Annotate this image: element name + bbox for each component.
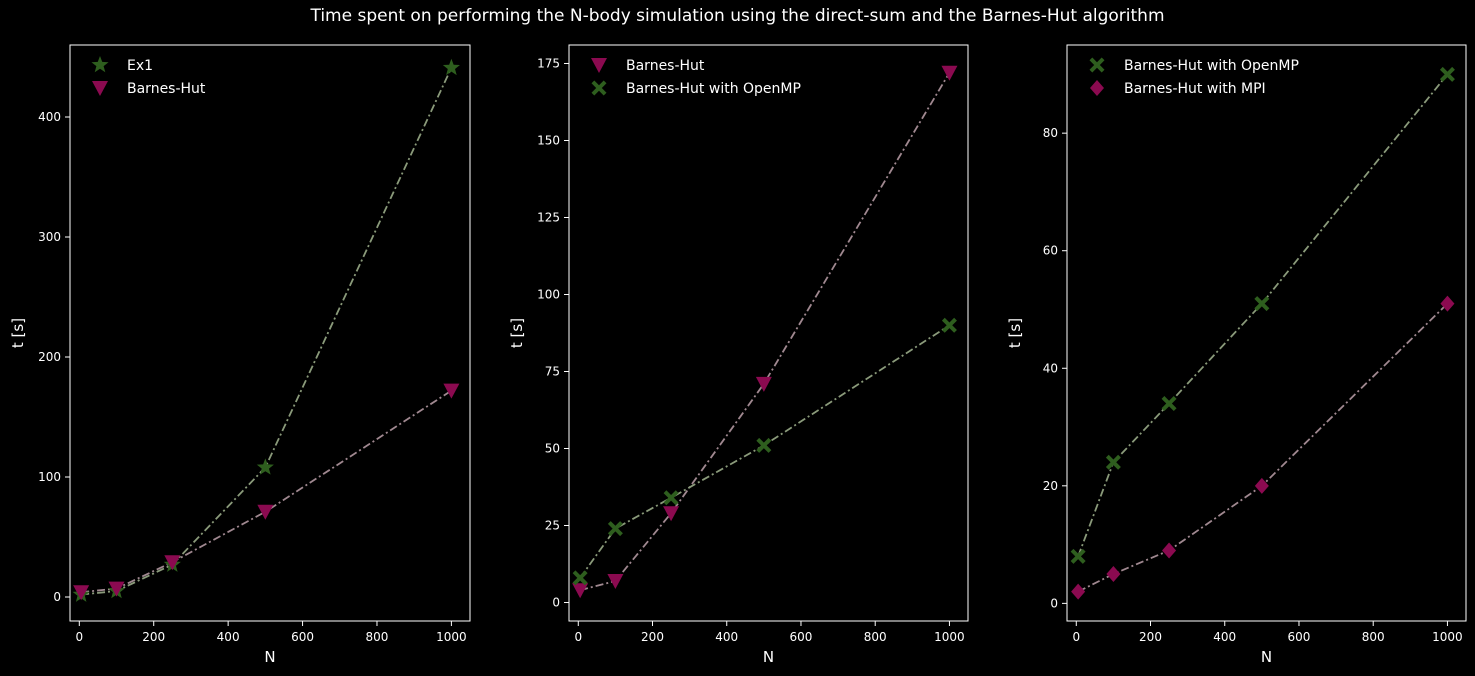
data-point-1-0-2 — [663, 506, 680, 522]
y-tick-label-1-3: 75 — [545, 365, 560, 379]
x-tick-label-1-0: 0 — [574, 630, 582, 644]
x-tick-label-1-1: 200 — [641, 630, 664, 644]
y-tick-label-1-0: 0 — [552, 596, 560, 610]
y-tick-label-0-4: 400 — [38, 110, 61, 124]
y-tick-label-2-2: 40 — [1043, 361, 1058, 375]
data-point-1-1-0 — [572, 570, 588, 586]
legend-entry-2-1: Barnes-Hut with MPI — [1124, 81, 1266, 97]
legend-entry-0-0: Ex1 — [127, 58, 153, 74]
data-point-1-0-1 — [607, 573, 624, 589]
axes-frame-1 — [568, 44, 969, 622]
data-point-2-1-1 — [1106, 565, 1121, 582]
data-point-2-0-0 — [1070, 548, 1086, 564]
x-tick-label-1-2: 400 — [715, 630, 738, 644]
y-axis-label-1: t [s] — [508, 318, 526, 348]
data-point-0-1-3 — [257, 504, 274, 520]
y-tick-label-1-4: 100 — [537, 287, 560, 301]
legend-marker-1-1 — [591, 80, 607, 96]
y-tick-label-0-2: 200 — [38, 350, 61, 364]
data-point-0-1-2 — [164, 555, 181, 571]
data-point-1-0-4 — [941, 65, 958, 81]
y-tick-label-0-0: 0 — [53, 590, 61, 604]
y-axis-label-0: t [s] — [9, 318, 27, 348]
data-point-0-0-4 — [442, 58, 460, 76]
data-point-2-1-3 — [1254, 477, 1269, 494]
x-tick-label-2-4: 800 — [1362, 630, 1385, 644]
x-tick-label-2-2: 400 — [1213, 630, 1236, 644]
data-point-0-1-0 — [73, 585, 90, 601]
legend-entry-2-0: Barnes-Hut with OpenMP — [1124, 58, 1299, 74]
y-tick-label-1-1: 25 — [545, 519, 560, 533]
data-point-2-0-4 — [1439, 66, 1455, 82]
axes-frame-2 — [1066, 44, 1467, 622]
y-tick-label-2-0: 0 — [1050, 596, 1058, 610]
data-point-2-0-3 — [1254, 296, 1270, 312]
x-axis-label-2: N — [1261, 648, 1272, 666]
y-tick-label-2-3: 60 — [1043, 244, 1058, 258]
subplot-openmp-vs-mpi: 0 200 400 600 800 1000 0 20 40 60 80 Nt [s] Barnes-H… — [1006, 44, 1467, 666]
legend-entry-0-1: Barnes-Hut — [127, 81, 206, 97]
data-point-1-1-4 — [941, 317, 957, 333]
legend-marker-0-0 — [91, 56, 109, 73]
series-line-1-1 — [579, 324, 950, 579]
x-tick-label-1-4: 800 — [864, 630, 887, 644]
x-tick-label-0-2: 400 — [217, 630, 240, 644]
x-tick-label-2-0: 0 — [1072, 630, 1080, 644]
data-point-2-0-1 — [1105, 454, 1121, 470]
data-point-1-1-3 — [756, 437, 772, 453]
x-tick-label-2-3: 600 — [1288, 630, 1311, 644]
subplot-barnes-hut-vs-openmp: 0 200 400 600 800 1000 0 25 50 75 100 125 150 175 Nt [… — [508, 44, 969, 666]
figure-title: Time spent on performing the N-body simu… — [310, 6, 1165, 26]
data-point-0-1-4 — [443, 383, 460, 399]
data-point-0-0-3 — [256, 458, 274, 475]
legend-marker-1-0 — [591, 58, 607, 73]
data-point-1-1-1 — [607, 521, 623, 537]
legend-marker-0-1 — [92, 81, 108, 96]
y-axis-label-2: t [s] — [1006, 318, 1024, 348]
data-point-1-0-0 — [572, 583, 589, 599]
legend-marker-2-0 — [1089, 57, 1105, 73]
legend-entry-1-0: Barnes-Hut — [626, 58, 705, 74]
x-tick-label-0-0: 0 — [75, 630, 83, 644]
series-line-0-1 — [81, 389, 452, 594]
y-tick-label-1-5: 125 — [537, 210, 560, 224]
x-axis-label-0: N — [264, 648, 275, 666]
axes-frame-0 — [69, 44, 471, 622]
x-tick-label-2-1: 200 — [1139, 630, 1162, 644]
data-point-2-0-2 — [1161, 396, 1177, 412]
legend-entry-1-1: Barnes-Hut with OpenMP — [626, 81, 801, 97]
data-point-0-1-1 — [108, 581, 125, 597]
y-tick-label-0-1: 100 — [38, 470, 61, 484]
x-tick-label-0-5: 1000 — [436, 630, 467, 644]
y-tick-label-0-3: 300 — [38, 230, 61, 244]
x-tick-label-0-1: 200 — [142, 630, 165, 644]
x-tick-label-0-4: 800 — [366, 630, 389, 644]
x-tick-label-0-3: 600 — [291, 630, 314, 644]
data-point-2-1-2 — [1162, 542, 1177, 559]
legend-marker-2-1 — [1090, 80, 1104, 96]
y-tick-label-2-4: 80 — [1043, 126, 1058, 140]
x-tick-label-2-5: 1000 — [1432, 630, 1463, 644]
x-tick-label-1-5: 1000 — [934, 630, 965, 644]
series-line-1-0 — [579, 72, 951, 592]
series-line-2-1 — [1077, 302, 1449, 593]
y-tick-label-1-7: 175 — [537, 56, 560, 70]
x-axis-label-1: N — [763, 648, 774, 666]
y-tick-label-2-1: 20 — [1043, 479, 1058, 493]
x-tick-label-1-3: 600 — [790, 630, 813, 644]
y-tick-label-1-2: 50 — [545, 442, 560, 456]
data-point-1-0-3 — [755, 376, 772, 392]
data-point-1-1-2 — [663, 490, 679, 506]
subplot-direct-sum-vs-barnes-hut: 0 200 400 600 800 1000 0 100 200 300 400 Nt [s] Ex1 B… — [9, 44, 471, 666]
data-point-2-1-0 — [1071, 583, 1086, 600]
data-point-2-1-4 — [1440, 295, 1455, 312]
y-tick-label-1-6: 150 — [537, 133, 560, 147]
